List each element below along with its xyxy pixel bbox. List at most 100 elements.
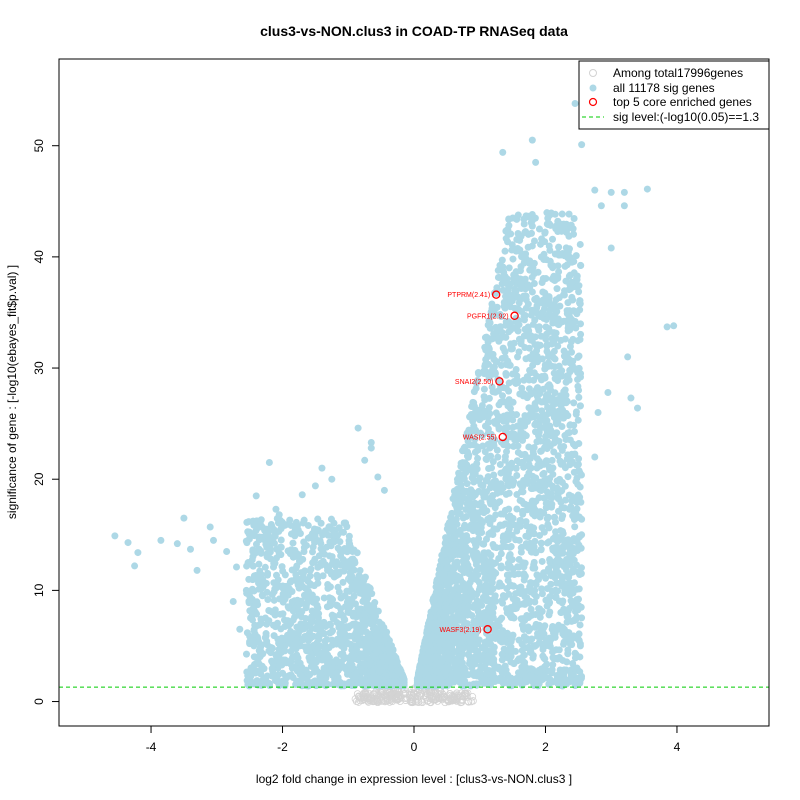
sig-gene-point xyxy=(251,653,259,661)
sig-gene-point xyxy=(569,659,577,667)
sig-gene-point xyxy=(368,668,376,676)
sig-gene-point xyxy=(550,448,558,456)
sig-gene-point xyxy=(539,652,547,660)
sig-gene-point xyxy=(307,565,315,573)
sig-gene-point xyxy=(495,663,503,671)
sig-gene-point xyxy=(494,453,502,461)
sig-gene-point xyxy=(463,671,471,679)
sig-gene-point xyxy=(484,453,492,461)
sig-gene-point xyxy=(365,661,373,669)
sig-gene-point xyxy=(525,376,533,384)
sig-gene-point xyxy=(449,495,457,503)
sig-gene-point xyxy=(317,519,325,527)
sig-gene-point xyxy=(461,677,469,685)
sig-gene-point xyxy=(504,238,512,246)
sig-gene-point xyxy=(496,498,504,506)
sig-gene-point xyxy=(570,509,578,517)
sig-gene-point xyxy=(490,471,498,479)
sig-gene-point xyxy=(554,488,562,496)
sig-gene-point xyxy=(558,423,566,431)
sig-gene-point xyxy=(522,518,530,526)
sig-gene-point xyxy=(499,392,507,400)
sig-gene-point xyxy=(501,536,509,544)
sig-gene-point xyxy=(324,668,332,676)
sig-gene-point xyxy=(481,645,489,653)
sig-gene-point xyxy=(315,632,323,640)
sig-gene-point xyxy=(489,458,497,466)
sig-gene-point xyxy=(481,490,489,498)
sig-gene-point xyxy=(304,598,312,606)
sig-gene-point xyxy=(260,665,268,673)
sig-gene-point xyxy=(484,413,492,421)
sig-gene-point xyxy=(535,225,543,233)
sig-gene-point xyxy=(495,554,503,562)
sig-gene-point xyxy=(539,288,547,296)
sig-gene-point xyxy=(498,256,506,264)
sig-gene-point xyxy=(543,585,551,593)
sig-gene-point xyxy=(312,656,320,664)
sig-gene-point xyxy=(504,529,512,537)
sig-gene-point xyxy=(326,538,334,546)
sig-gene-point xyxy=(299,555,307,563)
sig-gene-point xyxy=(556,302,564,310)
sig-gene-point xyxy=(542,481,550,489)
sig-gene-point xyxy=(552,593,560,601)
sig-gene-point xyxy=(576,402,584,410)
sig-gene-point xyxy=(546,558,554,566)
sig-gene-point xyxy=(375,618,383,626)
sig-gene-point xyxy=(565,321,573,329)
sig-gene-point xyxy=(531,421,539,429)
sig-gene-point xyxy=(462,581,470,589)
sig-gene-point xyxy=(339,528,347,536)
sig-gene-point xyxy=(573,561,581,569)
sig-gene-point xyxy=(260,675,268,683)
sig-gene-point xyxy=(315,644,323,652)
sig-gene-point xyxy=(521,678,529,686)
sig-gene-point xyxy=(574,416,582,424)
sig-gene-point xyxy=(281,647,289,655)
sig-gene-point xyxy=(524,243,532,251)
sig-gene-point xyxy=(353,645,361,653)
sig-gene-point xyxy=(513,471,521,479)
sig-gene-point xyxy=(333,532,341,540)
sig-gene-point xyxy=(506,551,514,559)
sig-gene-point xyxy=(308,615,316,623)
sig-gene-point xyxy=(325,563,333,571)
sig-gene-point xyxy=(540,469,548,477)
sig-gene-point xyxy=(317,670,325,678)
sig-gene-point xyxy=(442,643,450,651)
sig-gene-point xyxy=(577,320,585,328)
sig-gene-point xyxy=(514,442,522,450)
sig-gene-point xyxy=(326,583,334,591)
sig-gene-point xyxy=(575,288,583,296)
sig-gene-point xyxy=(422,654,430,662)
sig-gene-point xyxy=(543,209,551,217)
sig-gene-point xyxy=(487,641,495,649)
sig-gene-point xyxy=(498,650,506,658)
sig-gene-point xyxy=(509,595,517,603)
sig-gene-point xyxy=(482,535,490,543)
sig-gene-point xyxy=(565,232,573,240)
sig-gene-point xyxy=(469,515,477,523)
sig-gene-point xyxy=(570,421,578,429)
sig-gene-point xyxy=(558,599,566,607)
sig-gene-point xyxy=(324,681,332,689)
sig-gene-point xyxy=(274,656,282,664)
sig-gene-point xyxy=(545,325,553,333)
sig-gene-point xyxy=(276,518,284,526)
sig-gene-point xyxy=(354,635,362,643)
sig-gene-point xyxy=(319,572,327,580)
sig-gene-point xyxy=(511,521,519,529)
sig-gene-point xyxy=(533,455,541,463)
sig-gene-point xyxy=(336,546,344,554)
gene-point xyxy=(365,696,374,704)
sig-gene-point xyxy=(289,607,297,615)
sig-gene-point xyxy=(560,632,568,640)
sig-gene-point xyxy=(497,631,505,639)
sig-gene-point xyxy=(491,388,499,396)
sig-gene-point xyxy=(577,603,585,611)
sig-gene-point xyxy=(444,546,452,554)
sig-gene-point xyxy=(538,407,546,415)
sig-gene-point xyxy=(449,534,457,542)
sig-gene-point xyxy=(576,240,584,248)
